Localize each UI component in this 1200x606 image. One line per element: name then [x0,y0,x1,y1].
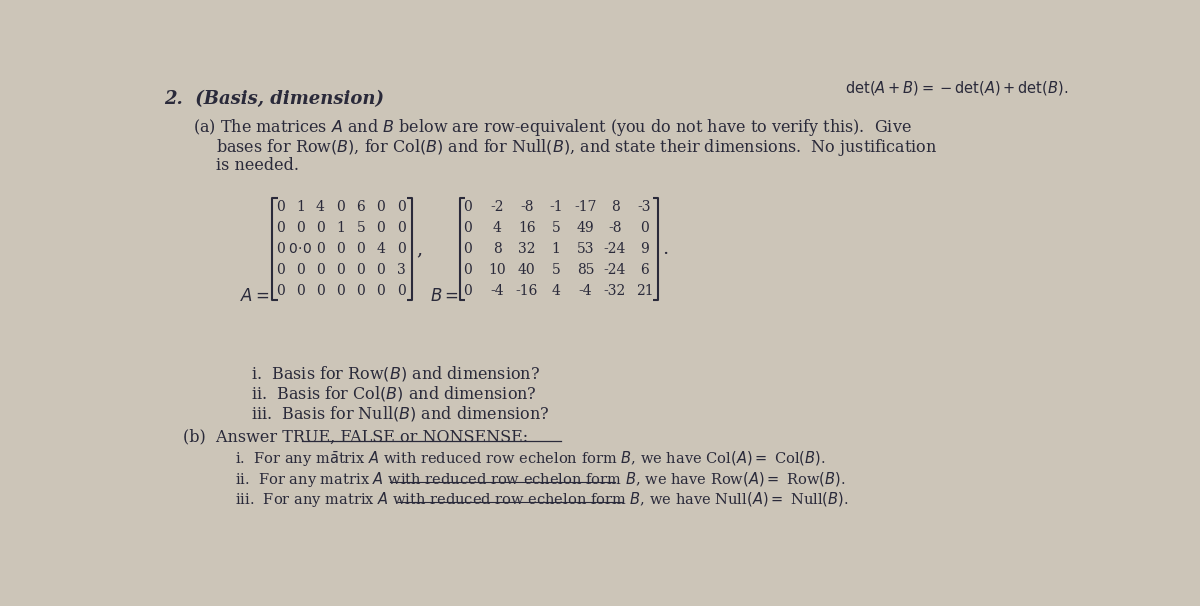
Text: 0: 0 [336,201,346,215]
Text: 0: 0 [377,201,385,215]
Text: 3: 3 [397,263,406,277]
Text: 0: 0 [316,242,325,256]
Text: ii.  Basis for Col$(B)$ and dimension?: ii. Basis for Col$(B)$ and dimension? [251,384,536,403]
Text: .: . [662,240,668,258]
Text: 0: 0 [316,263,325,277]
Text: 2.  (Basis, dimension): 2. (Basis, dimension) [164,90,384,108]
Text: 49: 49 [577,221,594,235]
Text: 0: 0 [463,242,472,256]
Text: 8: 8 [493,242,502,256]
Text: $0\!\cdot\!0$: $0\!\cdot\!0$ [288,242,312,256]
Text: 0: 0 [356,242,365,256]
Text: is needed.: is needed. [216,158,299,175]
Text: 21: 21 [636,284,653,298]
Text: 0: 0 [463,263,472,277]
Text: 0: 0 [356,284,365,298]
Text: $B =$: $B =$ [430,287,458,305]
Text: 0: 0 [356,263,365,277]
Text: 5: 5 [552,221,560,235]
Text: 0: 0 [463,221,472,235]
Text: (b)  Answer TRUE, FALSE or NONSENSE:: (b) Answer TRUE, FALSE or NONSENSE: [182,428,528,445]
Text: 8: 8 [611,201,619,215]
Text: ii.  For any matrix $A$ with reduced row echelon form $B$, we have Row$(A) = $ R: ii. For any matrix $A$ with reduced row … [235,470,846,489]
Text: -32: -32 [604,284,626,298]
Text: bases for Row$(B)$, for Col$(B)$ and for Null$(B)$, and state their dimensions. : bases for Row$(B)$, for Col$(B)$ and for… [216,138,937,158]
Text: 0: 0 [397,221,406,235]
Text: 0: 0 [276,242,284,256]
Text: 0: 0 [397,201,406,215]
Text: 1: 1 [552,242,560,256]
Text: 0: 0 [336,284,346,298]
Text: 40: 40 [518,263,535,277]
Text: 6: 6 [356,201,365,215]
Text: 0: 0 [397,284,406,298]
Text: iii.  Basis for Null$(B)$ and dimension?: iii. Basis for Null$(B)$ and dimension? [251,404,550,423]
Text: 0: 0 [463,201,472,215]
Text: -4: -4 [578,284,593,298]
Text: -3: -3 [637,201,652,215]
Text: 85: 85 [577,263,594,277]
Text: -24: -24 [604,242,626,256]
Text: 1: 1 [296,201,305,215]
Text: 0: 0 [397,242,406,256]
Text: 0: 0 [336,263,346,277]
Text: $\det(A + B) = -\det(A) + \det(B).$: $\det(A + B) = -\det(A) + \det(B).$ [845,79,1068,97]
Text: 0: 0 [276,263,284,277]
Text: -1: -1 [550,201,563,215]
Text: i.  Basis for Row$(B)$ and dimension?: i. Basis for Row$(B)$ and dimension? [251,364,540,383]
Text: -2: -2 [491,201,504,215]
Text: 0: 0 [316,284,325,298]
Text: 0: 0 [377,221,385,235]
Text: 0: 0 [316,221,325,235]
Text: -16: -16 [516,284,538,298]
Text: 5: 5 [552,263,560,277]
Text: 0: 0 [336,242,346,256]
Text: 53: 53 [577,242,594,256]
Text: 4: 4 [316,201,325,215]
Text: 5: 5 [356,221,365,235]
Text: 0: 0 [640,221,649,235]
Text: 0: 0 [276,221,284,235]
Text: 0: 0 [377,263,385,277]
Text: -24: -24 [604,263,626,277]
Text: ,: , [416,240,422,258]
Text: 0: 0 [377,284,385,298]
Text: 6: 6 [640,263,649,277]
Text: 9: 9 [640,242,649,256]
Text: -8: -8 [608,221,622,235]
Text: 10: 10 [488,263,506,277]
Text: $A =$: $A =$ [240,287,270,305]
Text: 4: 4 [493,221,502,235]
Text: 4: 4 [552,284,560,298]
Text: 0: 0 [276,201,284,215]
Text: 0: 0 [463,284,472,298]
Text: -4: -4 [491,284,504,298]
Text: 1: 1 [336,221,346,235]
Text: -17: -17 [575,201,596,215]
Text: 0: 0 [296,263,305,277]
Text: 0: 0 [296,221,305,235]
Text: (a) The matrices $A$ and $B$ below are row-equivalent (you do not have to verify: (a) The matrices $A$ and $B$ below are r… [193,118,911,138]
Text: -8: -8 [520,201,534,215]
Text: i.  For any m$\bar{\rm a}$trix $A$ with reduced row echelon form $B$, we have Co: i. For any m$\bar{\rm a}$trix $A$ with r… [235,450,826,469]
Text: 0: 0 [296,284,305,298]
Text: 4: 4 [377,242,385,256]
Text: 0: 0 [276,284,284,298]
Text: 16: 16 [518,221,535,235]
Text: 32: 32 [518,242,535,256]
Text: iii.  For any matrix $A$ with reduced row echelon form $B$, we have Null$(A) = $: iii. For any matrix $A$ with reduced row… [235,490,848,509]
